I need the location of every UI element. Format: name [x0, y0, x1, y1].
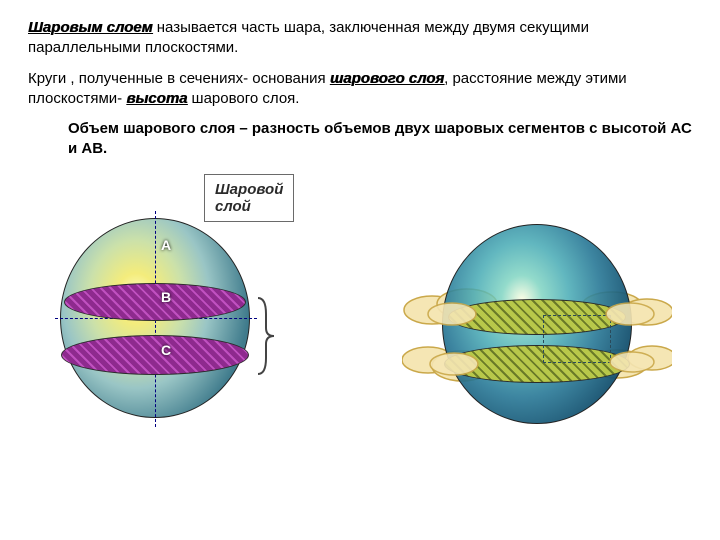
p2-a: Круги , полученные в сечениях- основания — [28, 70, 330, 87]
brace-icon — [254, 296, 276, 376]
caption-line-2: слой — [215, 198, 251, 215]
cloud-front-icon — [408, 290, 668, 386]
term-height: высота — [126, 90, 187, 107]
sphere-left-body: А В С — [60, 218, 250, 418]
point-label-a: А — [161, 237, 171, 253]
diagram-area: Шаровой слой А В С — [28, 170, 692, 490]
term-spherical-layer-gen: шарового слоя — [330, 70, 444, 87]
p2-c: шарового слоя. — [187, 90, 299, 107]
section-ellipse-upper-left — [64, 283, 246, 321]
point-label-c: С — [161, 342, 171, 358]
sphere-right — [442, 224, 632, 424]
point-label-b: В — [161, 289, 171, 305]
caption-line-1: Шаровой — [215, 181, 283, 198]
section-ellipse-lower-left — [61, 335, 249, 375]
volume-statement: Объем шарового слоя – разность объемов д… — [68, 119, 692, 160]
caption-spherical-layer: Шаровой слой — [204, 174, 294, 223]
definition-paragraph-2: Круги , полученные в сечениях- основания… — [28, 69, 692, 110]
definition-paragraph-1: Шаровым слоем называется часть шара, зак… — [28, 18, 692, 59]
term-spherical-layer: Шаровым слоем — [28, 19, 153, 36]
sphere-left: А В С — [60, 218, 250, 418]
